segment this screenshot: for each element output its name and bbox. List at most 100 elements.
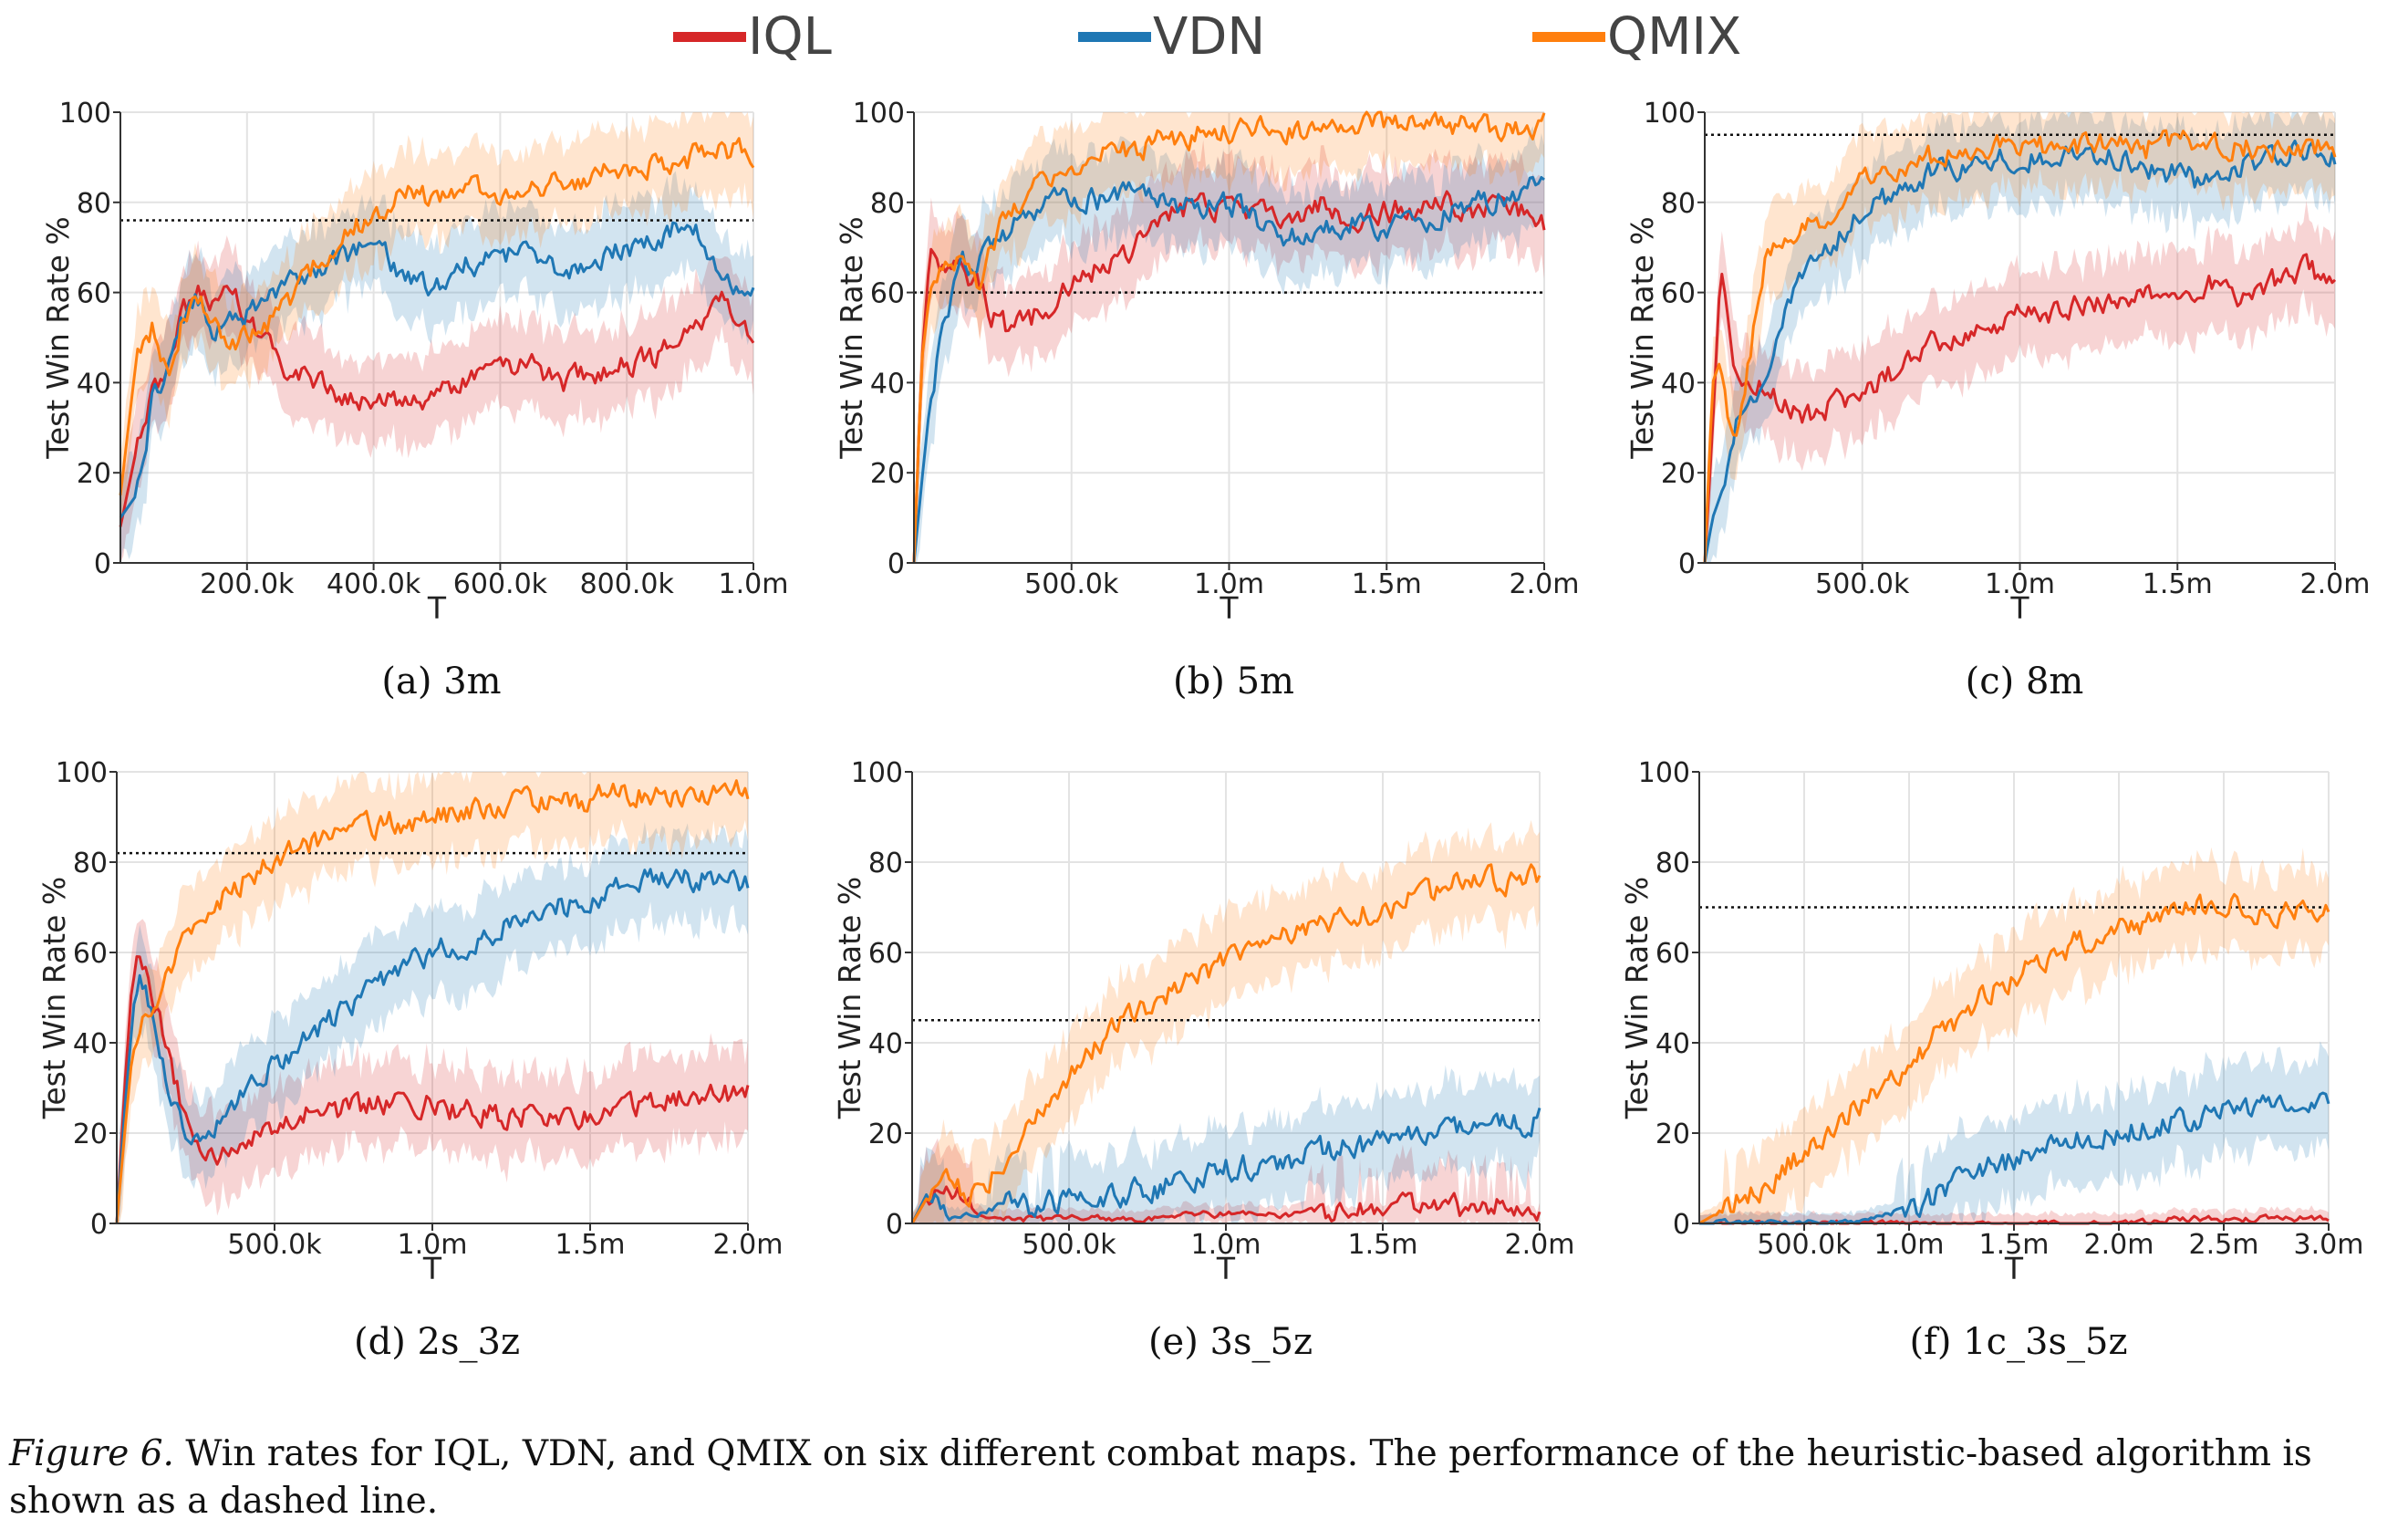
- x-tick-label: 400.0k: [327, 568, 421, 600]
- y-tick-label: 40: [73, 1028, 108, 1060]
- y-axis-label: Test Win Rate %: [40, 216, 76, 459]
- y-tick-label: 40: [868, 1028, 903, 1060]
- x-tick-label: 1.0m: [398, 1229, 468, 1261]
- y-tick-label: 100: [851, 757, 903, 789]
- y-tick-label: 100: [1638, 757, 1690, 789]
- x-axis-label: T: [1219, 590, 1239, 626]
- y-tick-label: 20: [1661, 458, 1696, 490]
- series-band-qmix: [914, 112, 1544, 563]
- x-tick-label: 200.0k: [200, 568, 295, 600]
- legend-item-vdn: VDN: [1078, 7, 1265, 67]
- x-tick-label: 500.0k: [1815, 568, 1910, 600]
- series-line-vdn: [115, 868, 750, 1224]
- panel-caption: (d) 2s_3z: [354, 1321, 520, 1363]
- gridlines: [120, 111, 754, 564]
- x-tick-label: 3.0m: [2294, 1229, 2364, 1261]
- x-tick-label: 2.0m: [2300, 568, 2371, 600]
- series-band-iql: [1705, 201, 2335, 563]
- legend-label-vdn: VDN: [1153, 7, 1265, 67]
- y-tick-label: 80: [868, 848, 903, 879]
- x-tick-label: 1.0m: [1874, 1229, 1945, 1261]
- y-tick-label: 40: [1656, 1028, 1690, 1060]
- panel-caption: (a) 3m: [381, 661, 501, 702]
- y-tick-label: 100: [1644, 98, 1696, 130]
- panel-caption: (c) 8m: [1966, 661, 2084, 702]
- y-tick-label: 20: [1656, 1119, 1690, 1150]
- series-line-iql: [115, 955, 750, 1224]
- legend-swatch-vdn: [1078, 32, 1151, 42]
- y-axis-label: Test Win Rate %: [832, 877, 867, 1119]
- y-tick-label: 20: [77, 458, 111, 490]
- chart-panels: 0 20 40 60 80 100 200.0k 400.0k 600.0k 800.0k 1.0m…: [36, 98, 2370, 1363]
- x-tick-label: 2.0m: [713, 1229, 784, 1261]
- y-tick-label: 20: [870, 458, 905, 490]
- series-line-iql: [910, 1185, 1541, 1224]
- y-tick-label: 100: [59, 98, 111, 130]
- series-line-qmix: [910, 863, 1541, 1224]
- x-tick-label: 1.0m: [1985, 568, 2055, 600]
- series-line-qmix: [912, 110, 1546, 564]
- series-band-iql: [914, 140, 1544, 563]
- legend: IQL VDN QMIX: [673, 7, 1741, 67]
- y-tick-label: 40: [77, 368, 111, 400]
- x-tick-label: 1.5m: [1348, 1229, 1418, 1261]
- y-tick-label: 80: [1661, 188, 1696, 220]
- series-line-qmix: [1703, 129, 2337, 564]
- y-tick-label: 0: [887, 548, 905, 580]
- series-line-iql: [119, 285, 755, 527]
- y-tick-label: 80: [1656, 848, 1690, 879]
- figure-caption-label: Figure 6.: [9, 1433, 174, 1474]
- series-band-iql: [117, 919, 748, 1223]
- chart-panel-b-5m: 0 20 40 60 80 100 500.0k 1.0m 1.5m 2.0m T Test Win …: [834, 98, 1579, 702]
- series-line-vdn: [1703, 139, 2337, 564]
- x-tick-label: 500.0k: [1757, 1229, 1852, 1261]
- y-tick-label: 60: [1661, 278, 1696, 310]
- chart-panel-a-3m: 0 20 40 60 80 100 200.0k 400.0k 600.0k 800.0k 1.0m…: [40, 98, 788, 702]
- x-tick-label: 1.0m: [1191, 1229, 1261, 1261]
- y-tick-label: 80: [870, 188, 905, 220]
- panel-caption: (f) 1c_3s_5z: [1909, 1321, 2127, 1363]
- legend-item-qmix: QMIX: [1532, 7, 1741, 67]
- series-line-qmix: [115, 779, 750, 1224]
- y-axis-label: Test Win Rate %: [36, 877, 72, 1119]
- panel-caption: (e) 3s_5z: [1148, 1321, 1313, 1363]
- series-line-iql: [1703, 253, 2337, 564]
- figure-caption-text: Win rates for IQL, VDN, and QMIX on six …: [9, 1433, 2312, 1522]
- y-tick-label: 20: [73, 1119, 108, 1150]
- x-axis-label: T: [422, 1251, 442, 1286]
- series-line-qmix: [119, 137, 755, 496]
- x-tick-label: 2.0m: [2084, 1229, 2154, 1261]
- x-axis-label: T: [1216, 1251, 1236, 1286]
- y-axis-label: Test Win Rate %: [1619, 877, 1655, 1119]
- y-tick-label: 20: [868, 1119, 903, 1150]
- y-tick-label: 40: [1661, 368, 1696, 400]
- y-tick-label: 100: [56, 757, 108, 789]
- x-tick-label: 2.0m: [1510, 568, 1580, 600]
- y-tick-label: 0: [90, 1209, 108, 1241]
- x-tick-label: 800.0k: [580, 568, 675, 600]
- chart-panel-f-1c-3s-5z: 0 20 40 60 80 100 500.0k 1.0m 1.5m 2.0m 2.5m 3.0m T T…: [1619, 757, 2363, 1363]
- x-axis-label: T: [2004, 1251, 2024, 1286]
- series-band-vdn: [117, 821, 748, 1223]
- gridlines: [912, 771, 1541, 1224]
- series-line-vdn: [912, 175, 1545, 564]
- series-band-qmix: [1699, 847, 2329, 1223]
- chart-panel-c-8m: 0 20 40 60 80 100 500.0k 1.0m 1.5m 2.0m T Test Win …: [1624, 98, 2370, 702]
- x-tick-label: 1.5m: [1352, 568, 1422, 600]
- series-line-vdn: [910, 1107, 1541, 1224]
- y-tick-label: 60: [870, 278, 905, 310]
- series-line-vdn: [119, 221, 755, 519]
- x-tick-label: 1.5m: [555, 1229, 626, 1261]
- series-line-qmix: [1698, 892, 2330, 1225]
- legend-swatch-qmix: [1532, 32, 1605, 42]
- series-band-iql: [912, 1138, 1540, 1223]
- y-axis-label: Test Win Rate %: [834, 216, 869, 459]
- x-tick-label: 1.0m: [719, 568, 789, 600]
- x-tick-label: 1.5m: [1979, 1229, 2050, 1261]
- y-tick-label: 0: [1673, 1209, 1690, 1241]
- series-band-vdn: [912, 1065, 1540, 1223]
- x-tick-label: 2.5m: [2189, 1229, 2259, 1261]
- x-axis-label: T: [2009, 590, 2029, 626]
- y-tick-label: 60: [1656, 938, 1690, 970]
